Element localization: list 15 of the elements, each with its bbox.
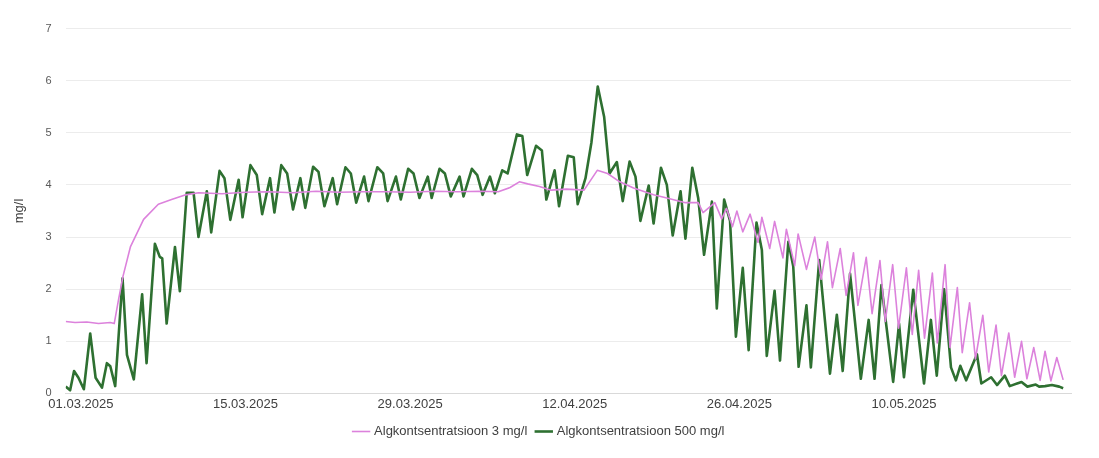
y-tick-label: 4: [45, 177, 52, 190]
legend-label: Algkontsentratsioon 3 mg/l: [374, 423, 528, 439]
y-tick-label: 7: [45, 21, 52, 34]
x-tick-label: 29.03.2025: [377, 395, 443, 411]
x-tick-label: 15.03.2025: [212, 395, 279, 411]
y-tick-label: 5: [45, 125, 52, 138]
y-tick-label: 2: [45, 282, 52, 295]
y-tick-label: 6: [45, 73, 52, 86]
y-tick-label: 3: [45, 230, 52, 243]
y-tick-label: 1: [45, 334, 52, 347]
x-tick-label: 12.04.2025: [542, 395, 608, 411]
x-tick-label: 10.05.2025: [871, 395, 937, 411]
x-tick-label: 26.04.2025: [706, 395, 772, 411]
y-axis-title: mg/l: [11, 198, 27, 224]
legend-label: Algkontsentratsioon 500 mg/l: [556, 423, 725, 439]
